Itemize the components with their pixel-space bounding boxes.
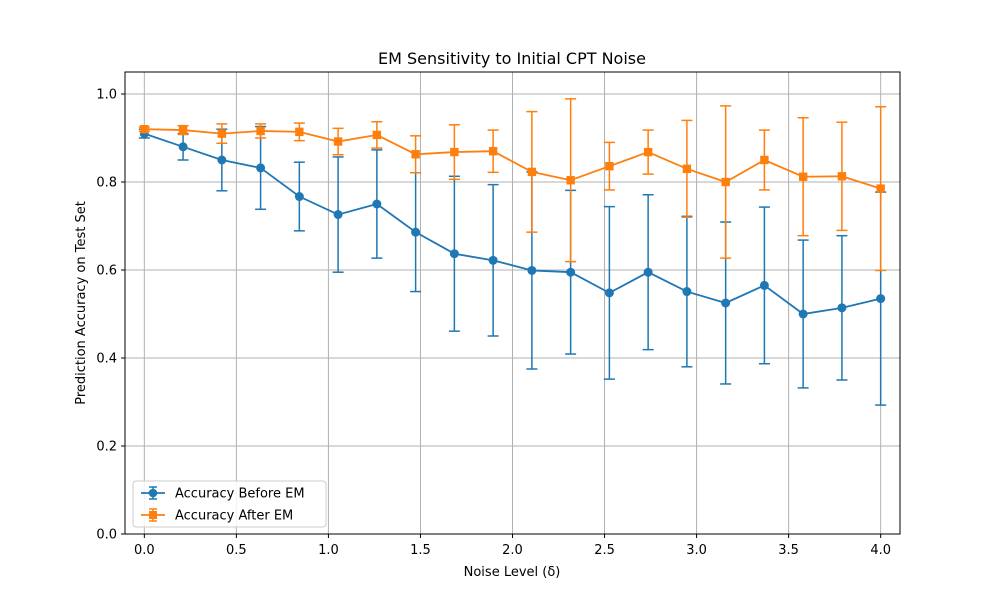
data-point xyxy=(721,298,731,308)
y-axis-label: Prediction Accuracy on Test Set xyxy=(74,201,89,405)
x-tick-label: 2.0 xyxy=(502,543,523,558)
data-point xyxy=(449,249,459,259)
data-point xyxy=(876,184,885,193)
legend-item: Accuracy Before EM xyxy=(141,486,305,502)
y-tick-label: 0.8 xyxy=(96,176,117,191)
legend-item: Accuracy After EM xyxy=(141,508,293,524)
data-point xyxy=(333,137,343,146)
data-point xyxy=(682,164,692,173)
data-point xyxy=(798,172,808,181)
data-point xyxy=(333,210,343,220)
x-tick-label: 0.5 xyxy=(226,543,247,558)
y-tick-label: 0.6 xyxy=(96,264,117,279)
data-point xyxy=(372,199,382,209)
data-point xyxy=(256,163,266,173)
data-point xyxy=(178,125,188,135)
series-2 xyxy=(138,98,887,272)
data-point xyxy=(837,172,847,181)
legend-marker xyxy=(148,488,158,498)
data-point xyxy=(217,155,227,165)
legend-marker xyxy=(149,511,157,519)
data-point xyxy=(604,288,614,298)
data-point xyxy=(295,127,304,137)
data-point xyxy=(256,126,265,136)
data-point xyxy=(411,150,420,159)
x-axis: 0.0 0.5 1.0 1.5 2.0 2.5 3.0 3.5 4.0 xyxy=(134,534,891,558)
x-tick-label: 1.0 xyxy=(318,543,339,558)
y-tick-label: 1.0 xyxy=(96,88,117,103)
data-point xyxy=(294,192,304,202)
data-point xyxy=(566,176,575,185)
y-tick-label: 0.2 xyxy=(96,440,117,455)
data-point xyxy=(643,147,653,157)
data-point xyxy=(178,142,188,152)
series-line xyxy=(144,128,881,190)
data-point xyxy=(527,167,537,177)
x-tick-label: 3.5 xyxy=(778,543,799,558)
legend-label: Accuracy After EM xyxy=(175,509,293,524)
data-point xyxy=(760,155,769,165)
y-tick-label: 0.0 xyxy=(96,528,117,543)
data-point xyxy=(411,227,421,237)
data-point xyxy=(721,177,730,187)
x-tick-label: 3.0 xyxy=(686,543,707,558)
data-point xyxy=(682,287,692,297)
data-point xyxy=(450,147,459,157)
x-tick-label: 2.5 xyxy=(594,543,615,558)
series-layer xyxy=(138,98,887,406)
y-tick-label: 0.4 xyxy=(96,352,117,367)
data-point xyxy=(759,280,769,290)
data-point xyxy=(372,130,382,140)
data-point xyxy=(566,267,576,277)
y-axis: 0.0 0.2 0.4 0.6 0.8 1.0 xyxy=(96,88,125,543)
legend-box xyxy=(132,480,327,528)
data-point xyxy=(605,161,614,171)
data-point xyxy=(140,125,149,134)
data-point xyxy=(488,255,498,265)
data-point xyxy=(643,267,653,277)
x-tick-label: 0.0 xyxy=(134,543,155,558)
data-point xyxy=(876,294,886,304)
data-point xyxy=(217,129,227,138)
series-line xyxy=(144,132,881,315)
legend-label: Accuracy Before EM xyxy=(175,487,305,502)
data-point xyxy=(527,265,537,275)
data-point xyxy=(837,303,847,313)
x-tick-label: 4.0 xyxy=(870,543,891,558)
legend: Accuracy Before EM Accuracy After EM xyxy=(132,480,327,528)
data-point xyxy=(798,309,808,319)
data-point xyxy=(488,147,498,156)
chart-title: EM Sensitivity to Initial CPT Noise xyxy=(378,49,646,68)
x-axis-label: Noise Level (δ) xyxy=(464,565,561,580)
x-tick-label: 1.5 xyxy=(410,543,431,558)
